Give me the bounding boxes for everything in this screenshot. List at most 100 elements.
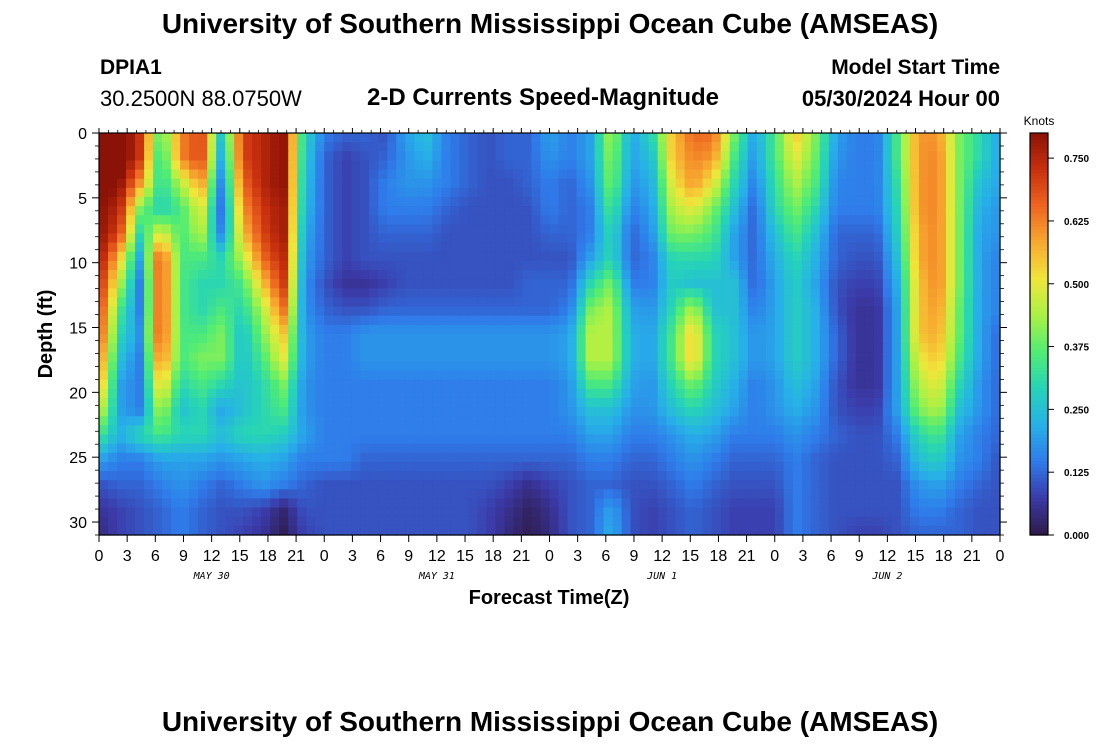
- heatmap-cell: [837, 516, 848, 527]
- heatmap-cell: [396, 452, 406, 463]
- heatmap-cell: [171, 315, 181, 326]
- heatmap-cell: [684, 178, 695, 189]
- heatmap-cell: [693, 270, 704, 280]
- heatmap-cell: [846, 251, 857, 262]
- heatmap-cell: [945, 471, 956, 481]
- heatmap-cell: [225, 169, 235, 180]
- heatmap-cell: [972, 270, 983, 280]
- heatmap-cell: [441, 516, 451, 527]
- heatmap-cell: [891, 187, 902, 198]
- heatmap-cell: [369, 416, 379, 426]
- heatmap-cell: [459, 361, 470, 372]
- heatmap-cell: [477, 233, 488, 244]
- heatmap-cell: [342, 215, 352, 225]
- heatmap-cell: [207, 251, 217, 262]
- heatmap-cell: [351, 215, 361, 225]
- heatmap-cell: [792, 352, 803, 363]
- heatmap-cell: [342, 525, 352, 536]
- heatmap-cell: [945, 507, 956, 518]
- heatmap-cell: [729, 443, 740, 454]
- heatmap-cell: [657, 206, 668, 216]
- heatmap-cell: [225, 178, 235, 189]
- heatmap-cell: [351, 516, 361, 527]
- heatmap-cell: [540, 525, 551, 536]
- heatmap-cell: [495, 196, 506, 207]
- heatmap-cell: [441, 178, 451, 189]
- heatmap-cell: [846, 388, 857, 399]
- heatmap-cell: [216, 270, 226, 280]
- heatmap-cell: [486, 343, 497, 353]
- heatmap-cell: [387, 133, 397, 143]
- heatmap-cell: [909, 324, 920, 335]
- heatmap-cell: [468, 206, 479, 216]
- heatmap-cell: [891, 489, 902, 500]
- heatmap-cell: [909, 434, 920, 445]
- heatmap-cell: [216, 288, 226, 299]
- heatmap-cell: [792, 480, 803, 490]
- heatmap-cell: [774, 324, 785, 335]
- heatmap-cell: [738, 370, 749, 381]
- heatmap-cell: [504, 133, 515, 143]
- heatmap-cell: [171, 288, 181, 299]
- heatmap-cell: [702, 196, 713, 207]
- x-tick-label: 12: [653, 548, 671, 565]
- heatmap-cell: [234, 315, 244, 326]
- heatmap-cell: [279, 480, 289, 490]
- heatmap-cell: [945, 388, 956, 399]
- heatmap-cell: [333, 480, 343, 490]
- heatmap-cell: [792, 379, 803, 390]
- colorbar-swatch: [1030, 297, 1048, 302]
- heatmap-cell: [882, 133, 893, 143]
- heatmap-cell: [603, 297, 614, 308]
- x-tick-label: 21: [287, 548, 305, 565]
- heatmap-cell: [981, 379, 992, 390]
- heatmap-cell: [288, 242, 298, 253]
- heatmap-cell: [342, 242, 352, 253]
- heatmap-cell: [198, 343, 208, 353]
- heatmap-cell: [216, 388, 226, 399]
- heatmap-cell: [801, 461, 812, 472]
- heatmap-cell: [414, 416, 424, 426]
- heatmap-cell: [522, 407, 533, 417]
- heatmap-cell: [828, 242, 839, 253]
- heatmap-cell: [621, 306, 632, 317]
- heatmap-cell: [909, 288, 920, 299]
- heatmap-cell: [324, 489, 334, 500]
- heatmap-cell: [522, 334, 533, 344]
- heatmap-cell: [504, 315, 515, 326]
- heatmap-cell: [945, 489, 956, 500]
- heatmap-cell: [144, 379, 154, 390]
- heatmap-cell: [189, 388, 199, 399]
- heatmap-cell: [504, 160, 515, 171]
- heatmap-cell: [117, 242, 127, 253]
- heatmap-cell: [936, 516, 947, 527]
- heatmap-cell: [954, 361, 965, 372]
- heatmap-cell: [108, 397, 118, 408]
- heatmap-cell: [666, 215, 677, 225]
- heatmap-cell: [675, 196, 686, 207]
- heatmap-cell: [387, 178, 397, 189]
- heatmap-cell: [981, 169, 992, 180]
- heatmap-cell: [252, 242, 262, 253]
- heatmap-cell: [288, 489, 298, 500]
- heatmap-cell: [846, 489, 857, 500]
- heatmap-cell: [576, 489, 587, 500]
- heatmap-cell: [648, 242, 659, 253]
- heatmap-cell: [198, 196, 208, 207]
- heatmap-cell: [135, 370, 145, 381]
- heatmap-cell: [864, 416, 875, 426]
- heatmap-cell: [144, 233, 154, 244]
- y-axis-label: Depth (ft): [35, 290, 57, 379]
- heatmap-cell: [531, 379, 542, 390]
- heatmap-cell: [99, 471, 109, 481]
- heatmap-cell: [909, 160, 920, 171]
- heatmap-cell: [738, 324, 749, 335]
- heatmap-cell: [747, 361, 758, 372]
- heatmap-cell: [513, 370, 524, 381]
- heatmap-cell: [513, 498, 524, 509]
- heatmap-cell: [441, 151, 451, 162]
- heatmap-cell: [801, 370, 812, 381]
- heatmap-cell: [495, 260, 506, 271]
- heatmap-cell: [99, 343, 109, 353]
- heatmap-cell: [450, 206, 460, 216]
